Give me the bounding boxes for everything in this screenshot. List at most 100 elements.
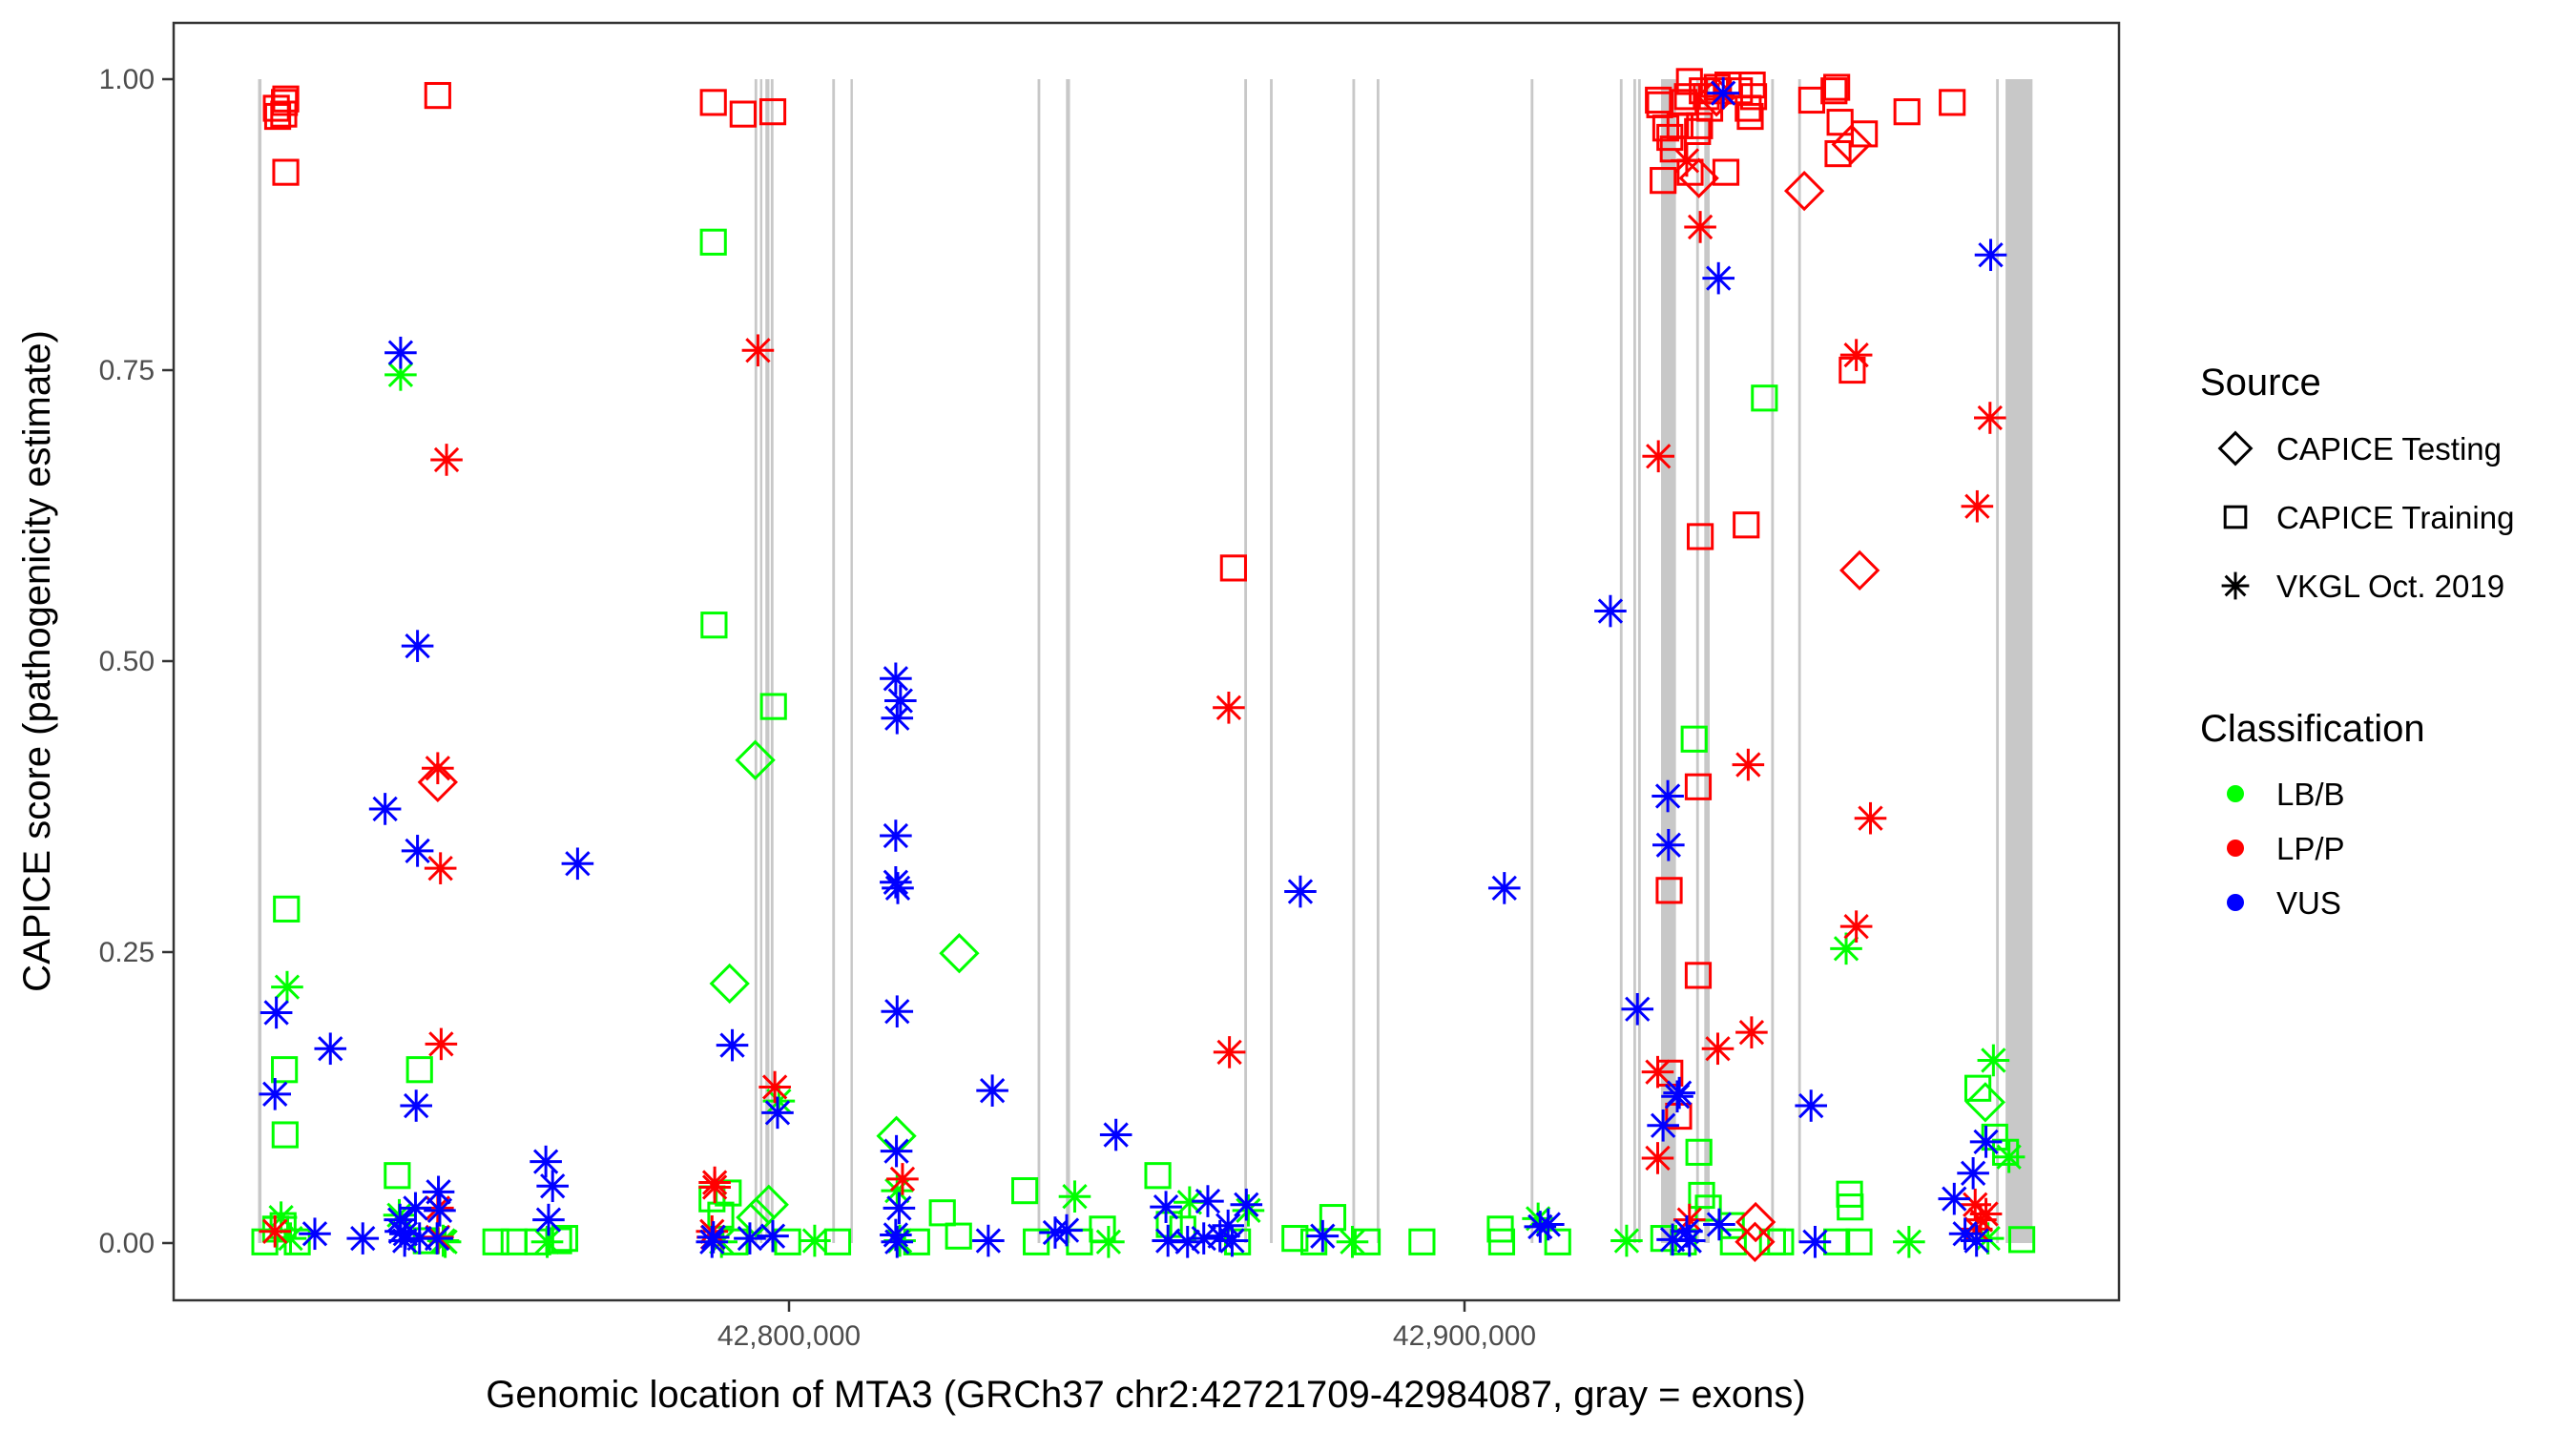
data-point <box>1230 1188 1263 1221</box>
data-point <box>823 1228 852 1255</box>
series-vus-vkgl <box>259 76 2007 1258</box>
data-point <box>1621 992 1654 1026</box>
data-point <box>1960 1224 1993 1257</box>
data-point <box>1783 170 1825 212</box>
legend-classification-entries: LB/B LP/P VUS <box>2227 777 2345 921</box>
data-point <box>400 1089 432 1122</box>
data-point <box>1150 1191 1182 1223</box>
exon-band-20 <box>1704 79 1711 1243</box>
data-point <box>1957 1157 1989 1190</box>
data-point <box>1684 773 1713 800</box>
data-point <box>1544 1228 1571 1255</box>
y-tick-label: 0.00 <box>99 1228 155 1259</box>
data-point <box>388 1224 421 1257</box>
data-point <box>424 852 457 884</box>
data-point <box>1735 1201 1776 1243</box>
x-axis: 42,800,000 42,900,000 <box>717 1300 1536 1352</box>
data-point <box>1732 748 1765 781</box>
data-point <box>260 996 293 1029</box>
data-point <box>273 895 301 923</box>
data-point <box>1992 1138 2020 1166</box>
color-dot-icon <box>2227 840 2244 857</box>
data-point <box>1487 872 1521 904</box>
data-point <box>1767 1228 1795 1255</box>
data-point <box>1686 112 1714 139</box>
data-point <box>759 693 787 720</box>
legend-item-diamond: CAPICE Testing <box>2217 430 2502 467</box>
asterisk-icon <box>2221 571 2250 600</box>
exon-band-3 <box>759 79 763 1243</box>
data-point <box>1689 77 1716 105</box>
data-point <box>757 1219 789 1253</box>
legend-classification-title: Classification <box>2200 708 2425 750</box>
data-point <box>939 933 980 974</box>
exon-band-10 <box>1244 79 1248 1243</box>
data-point <box>1854 801 1887 835</box>
legend-source-entries: CAPICE Testing CAPICE Training VKGL Oct. 2… <box>2217 430 2514 604</box>
data-point <box>1694 1194 1722 1222</box>
legend-label: CAPICE Testing <box>2276 431 2502 467</box>
data-point <box>1977 1044 2010 1077</box>
exon-band-1 <box>258 79 262 1243</box>
y-tick-label: 1.00 <box>99 64 155 95</box>
data-point <box>1736 102 1764 131</box>
data-point <box>1319 1204 1347 1232</box>
legend-item-square: CAPICE Training <box>2223 500 2514 535</box>
exon-band-4 <box>765 79 770 1243</box>
data-point <box>401 835 434 867</box>
data-point <box>758 98 787 126</box>
legend-item-asterisk: VKGL Oct. 2019 <box>2221 569 2504 604</box>
data-point <box>880 866 912 899</box>
legend: Source CAPICE Testing CAPICE Training VKGL… <box>2200 362 2514 921</box>
data-point <box>424 1194 456 1227</box>
x-axis-title: Genomic location of MTA3 (GRCh37 chr2:42… <box>486 1374 1805 1416</box>
exon-band-17 <box>1637 79 1641 1243</box>
data-point <box>1152 1224 1184 1257</box>
data-point <box>1938 1182 1971 1215</box>
data-point <box>1039 1216 1071 1249</box>
data-point <box>1099 1118 1132 1151</box>
data-point <box>401 630 434 662</box>
exon-band-5 <box>770 79 774 1243</box>
data-point <box>741 334 775 367</box>
data-point <box>1531 1208 1565 1241</box>
data-point <box>881 995 914 1028</box>
data-point <box>1187 1222 1220 1255</box>
data-point <box>482 1228 509 1255</box>
data-point <box>1695 76 1737 117</box>
exon-band-7 <box>850 79 853 1243</box>
data-point <box>561 847 594 881</box>
data-point <box>1192 1185 1224 1217</box>
exon-band-2 <box>754 79 758 1243</box>
legend-item-vus: VUS <box>2227 885 2341 921</box>
data-points <box>251 68 2036 1262</box>
legend-label: VUS <box>2276 885 2341 921</box>
data-point <box>774 1228 801 1255</box>
legend-label: CAPICE Training <box>2276 500 2514 535</box>
exon-band-19 <box>1695 79 1699 1243</box>
data-point <box>1652 114 1680 142</box>
data-point <box>1684 211 1716 243</box>
y-axis: 0.00 0.25 0.50 0.75 1.00 <box>99 64 174 1259</box>
exon-band-11 <box>1270 79 1273 1243</box>
data-point <box>928 1199 956 1227</box>
exon-band-12 <box>1352 79 1356 1243</box>
data-point <box>735 739 776 780</box>
data-point <box>1284 875 1317 908</box>
data-point <box>1839 339 1873 371</box>
data-point <box>1647 1109 1679 1142</box>
data-point <box>1594 594 1627 628</box>
data-point <box>1641 1055 1674 1089</box>
data-point <box>880 819 912 852</box>
data-point <box>698 1171 731 1204</box>
exon-band-24 <box>2005 79 2033 1243</box>
data-point <box>1831 124 1872 165</box>
data-point <box>384 336 417 369</box>
data-point <box>384 1162 411 1190</box>
data-point <box>271 970 303 1004</box>
data-point <box>1964 1082 2006 1123</box>
data-point <box>1974 402 2006 434</box>
data-point <box>1408 1228 1436 1255</box>
exon-band-18 <box>1661 79 1676 1243</box>
data-point <box>758 1070 791 1104</box>
